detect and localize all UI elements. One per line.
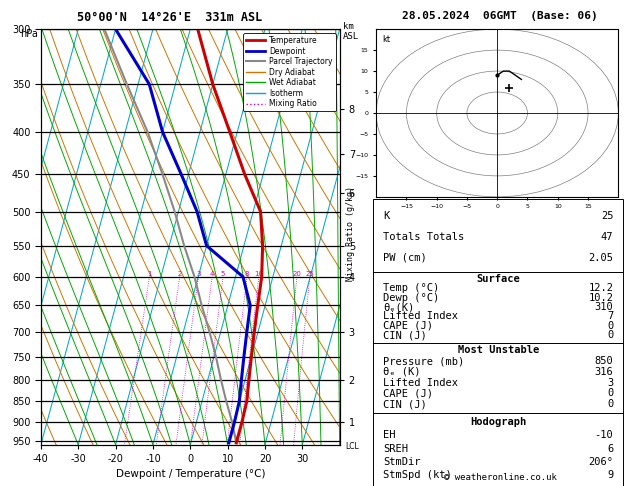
Text: StmDir: StmDir bbox=[383, 457, 421, 467]
Text: Lifted Index: Lifted Index bbox=[383, 378, 458, 388]
Text: 9: 9 bbox=[607, 470, 613, 480]
Text: EH: EH bbox=[383, 431, 396, 440]
Text: SREH: SREH bbox=[383, 444, 408, 454]
Text: 310: 310 bbox=[594, 302, 613, 312]
Text: km
ASL: km ASL bbox=[343, 22, 359, 41]
Text: CIN (J): CIN (J) bbox=[383, 330, 426, 340]
Text: CIN (J): CIN (J) bbox=[383, 399, 426, 409]
Text: 12.2: 12.2 bbox=[588, 283, 613, 294]
Text: 5: 5 bbox=[221, 271, 225, 277]
Text: 4: 4 bbox=[210, 271, 214, 277]
Text: 0: 0 bbox=[607, 388, 613, 399]
Text: 10.2: 10.2 bbox=[588, 293, 613, 303]
Text: 0: 0 bbox=[607, 330, 613, 340]
Text: 7: 7 bbox=[607, 312, 613, 321]
Text: 25: 25 bbox=[306, 271, 314, 277]
Text: 1: 1 bbox=[147, 271, 152, 277]
Text: StmSpd (kt): StmSpd (kt) bbox=[383, 470, 452, 480]
Text: PW (cm): PW (cm) bbox=[383, 253, 426, 263]
Text: hPa: hPa bbox=[20, 29, 38, 39]
Text: 8: 8 bbox=[245, 271, 249, 277]
Legend: Temperature, Dewpoint, Parcel Trajectory, Dry Adiabat, Wet Adiabat, Isotherm, Mi: Temperature, Dewpoint, Parcel Trajectory… bbox=[243, 33, 336, 111]
Text: 3: 3 bbox=[196, 271, 201, 277]
Text: 850: 850 bbox=[594, 356, 613, 366]
Text: Temp (°C): Temp (°C) bbox=[383, 283, 439, 294]
Text: 0: 0 bbox=[607, 321, 613, 331]
Text: Totals Totals: Totals Totals bbox=[383, 232, 464, 242]
Text: Pressure (mb): Pressure (mb) bbox=[383, 356, 464, 366]
Text: K: K bbox=[383, 211, 389, 221]
Text: CAPE (J): CAPE (J) bbox=[383, 388, 433, 399]
Text: Hodograph: Hodograph bbox=[470, 417, 526, 427]
Text: 47: 47 bbox=[601, 232, 613, 242]
Text: 2: 2 bbox=[177, 271, 182, 277]
Text: 2.05: 2.05 bbox=[588, 253, 613, 263]
Text: Lifted Index: Lifted Index bbox=[383, 312, 458, 321]
Text: Surface: Surface bbox=[476, 274, 520, 284]
Text: θₑ(K): θₑ(K) bbox=[383, 302, 415, 312]
Text: θₑ (K): θₑ (K) bbox=[383, 367, 421, 377]
Text: 28.05.2024  06GMT  (Base: 06): 28.05.2024 06GMT (Base: 06) bbox=[402, 11, 598, 21]
Text: © weatheronline.co.uk: © weatheronline.co.uk bbox=[443, 473, 557, 482]
Text: 10: 10 bbox=[254, 271, 264, 277]
Text: Dewp (°C): Dewp (°C) bbox=[383, 293, 439, 303]
Text: 50°00'N  14°26'E  331m ASL: 50°00'N 14°26'E 331m ASL bbox=[77, 11, 262, 24]
Text: Mixing Ratio (g/kg): Mixing Ratio (g/kg) bbox=[346, 186, 355, 281]
Text: 3: 3 bbox=[607, 378, 613, 388]
Text: kt: kt bbox=[382, 35, 391, 44]
Text: 25: 25 bbox=[601, 211, 613, 221]
Text: 206°: 206° bbox=[588, 457, 613, 467]
Text: 0: 0 bbox=[607, 399, 613, 409]
Text: 316: 316 bbox=[594, 367, 613, 377]
X-axis label: Dewpoint / Temperature (°C): Dewpoint / Temperature (°C) bbox=[116, 469, 265, 479]
Text: 20: 20 bbox=[292, 271, 301, 277]
Text: 6: 6 bbox=[607, 444, 613, 454]
Text: LCL: LCL bbox=[346, 442, 359, 451]
Text: -10: -10 bbox=[594, 431, 613, 440]
Text: CAPE (J): CAPE (J) bbox=[383, 321, 433, 331]
Text: Most Unstable: Most Unstable bbox=[457, 345, 539, 355]
